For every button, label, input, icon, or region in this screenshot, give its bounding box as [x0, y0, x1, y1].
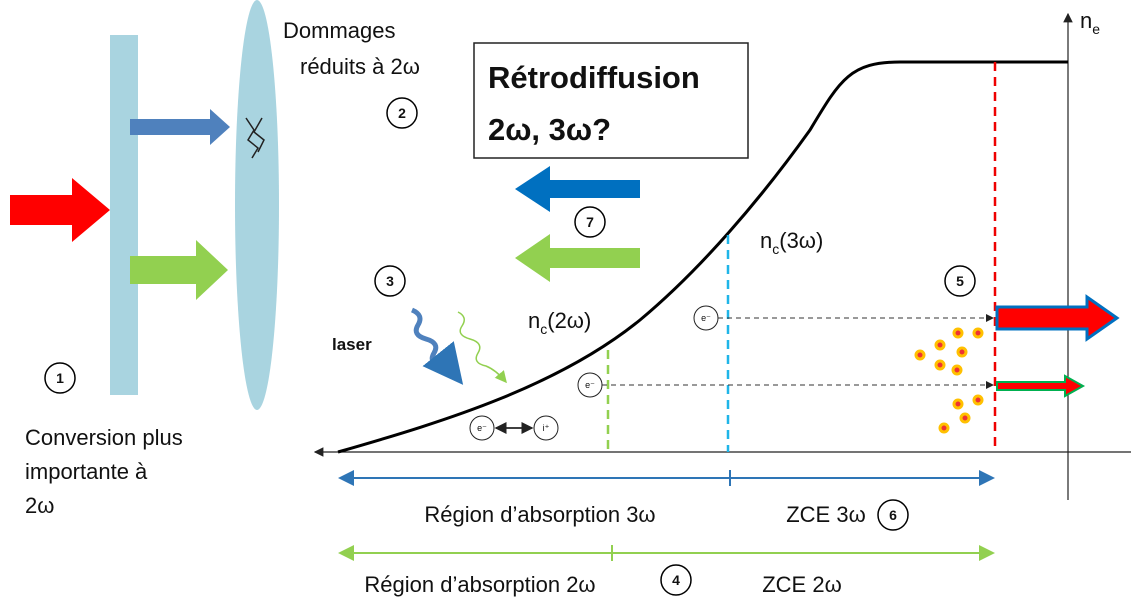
marker-number: 7 [586, 214, 594, 230]
hot-electron-arrow [996, 374, 1086, 398]
back-blue-arrow [515, 166, 640, 212]
lens [235, 0, 279, 410]
marker-circle [386, 97, 418, 129]
marker-number: 6 [889, 507, 897, 523]
hot-particles [914, 327, 984, 434]
marker-number: 1 [56, 370, 64, 386]
marker-circle [660, 564, 692, 596]
damage-text: Dommages [283, 18, 395, 43]
marker-number: 5 [956, 273, 964, 289]
electron-label: e⁻ [585, 380, 595, 390]
region-label: ZCE 2ω [762, 572, 842, 597]
region-label: Région d’absorption 3ω [424, 502, 655, 527]
green-arrow [130, 240, 228, 300]
density-curve [337, 60, 1068, 454]
electron-label: e⁻ [701, 313, 711, 323]
region-label: Région d’absorption 2ω [364, 572, 595, 597]
electron [577, 372, 603, 398]
damage-marks [245, 117, 265, 159]
marker-circle [44, 362, 76, 394]
laser-wave [457, 311, 507, 384]
electron [693, 305, 719, 331]
laser-label: laser [332, 335, 372, 354]
region-label: ZCE 3ω [786, 502, 866, 527]
damage-text: réduits à 2ω [300, 54, 420, 79]
marker-number: 2 [398, 105, 406, 121]
ne-label: ne [1080, 8, 1100, 37]
back-green-arrow [515, 234, 640, 282]
marker-circle [877, 499, 909, 531]
marker-circle [944, 265, 976, 297]
marker-circle [574, 206, 606, 238]
nc3-label: nc(3ω) [760, 228, 823, 257]
blue-arrow [130, 109, 230, 145]
crystal [110, 35, 138, 395]
nc2-label: nc(2ω) [528, 308, 591, 337]
conversion-text: 2ω [25, 493, 54, 518]
ion [533, 415, 559, 441]
box-line: 2ω, 3ω? [488, 112, 611, 147]
hot-electron-arrow [995, 294, 1120, 342]
marker-number: 4 [672, 572, 680, 588]
ion-label: i⁺ [543, 423, 550, 433]
backscatter-box [473, 42, 749, 159]
conversion-text: Conversion plus [25, 425, 183, 450]
electron-label: e⁻ [477, 423, 487, 433]
marker-number: 3 [386, 273, 394, 289]
box-line: Rétrodiffusion [488, 60, 700, 95]
conversion-text: importante à [25, 459, 148, 484]
electron [469, 415, 495, 441]
laser-wave [410, 307, 464, 385]
marker-circle [374, 265, 406, 297]
input-arrow [10, 178, 110, 242]
